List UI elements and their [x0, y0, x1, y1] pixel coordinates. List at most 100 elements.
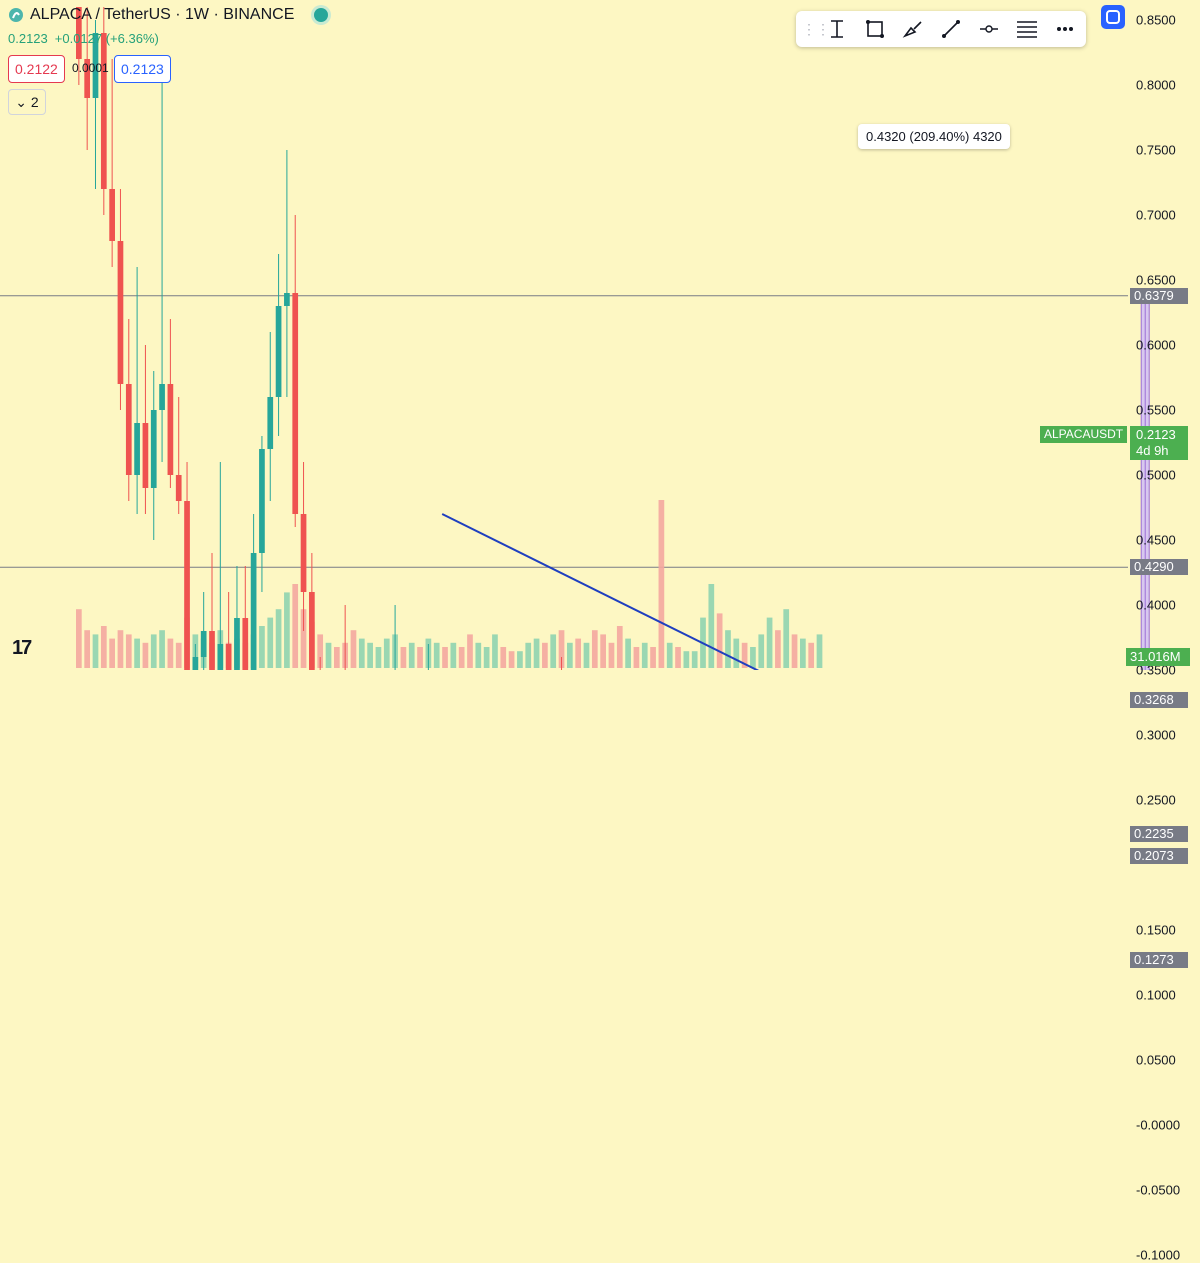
- candle-body: [267, 397, 274, 449]
- volume-bar: [134, 638, 140, 668]
- volume-bar: [175, 642, 182, 668]
- volume-bar: [458, 647, 465, 668]
- volume-bar: [433, 642, 440, 668]
- bar-countdown: 4d 9h: [1136, 443, 1169, 458]
- candle-body: [217, 644, 224, 670]
- price-chart[interactable]: [0, 0, 1200, 670]
- candle-body: [275, 306, 282, 397]
- volume-bar: [566, 642, 573, 668]
- volume-bar: [284, 592, 290, 668]
- measure-label: 0.4320 (209.40%) 4320: [858, 124, 1010, 149]
- axis-tick-label: 0.7000: [1136, 207, 1176, 223]
- axis-tick-label: 0.6500: [1136, 272, 1176, 288]
- volume-bar: [76, 609, 82, 668]
- candle-body: [92, 33, 99, 98]
- axis-tick-label: 0.2500: [1136, 792, 1176, 808]
- drawings[interactable]: [441, 294, 1200, 670]
- volume-bar: [608, 642, 615, 668]
- axis-tick-label: -0.0500: [1136, 1182, 1181, 1198]
- volume-bar: [733, 638, 740, 668]
- volume-bar: [625, 638, 631, 668]
- volume-bars: [76, 500, 823, 668]
- volume-bar: [92, 634, 99, 668]
- volume-bar: [492, 634, 498, 668]
- brush-icon[interactable]: [900, 16, 926, 42]
- trend-line-icon[interactable]: [938, 16, 964, 42]
- candle-body: [292, 293, 299, 514]
- volume-bar: [450, 642, 457, 668]
- buy-button[interactable]: 0.2123: [114, 55, 171, 83]
- candle-body: [142, 423, 149, 488]
- volume-bar: [300, 609, 307, 668]
- axis-tick-label: 0.8500: [1136, 12, 1176, 28]
- volume-bar: [758, 634, 765, 668]
- indicators-toggle-button[interactable]: ⌄ 2: [8, 89, 46, 115]
- candle-body: [284, 293, 290, 306]
- volume-bar: [84, 630, 91, 668]
- chevron-down-icon: ⌄: [15, 94, 28, 110]
- volume-bar: [658, 500, 665, 668]
- axis-tick-label: 0.6000: [1136, 337, 1176, 353]
- grip-icon[interactable]: ⋮⋮: [802, 20, 830, 37]
- volume-bar: [816, 634, 823, 668]
- volume-bar: [583, 642, 590, 668]
- candle-body: [117, 241, 124, 384]
- candles: [76, 7, 563, 670]
- volume-bar: [791, 634, 798, 668]
- volume-bar: [725, 630, 731, 668]
- volume-bar: [400, 647, 407, 668]
- symbol-line: ALPACA / TetherUS · 1W · BINANCE: [30, 6, 295, 23]
- text-cursor-icon[interactable]: [824, 16, 850, 42]
- volume-bar: [691, 651, 698, 668]
- volume-bar: [142, 642, 149, 668]
- candle-body: [76, 7, 82, 59]
- volume-bar: [333, 647, 340, 668]
- volume-bar: [475, 642, 482, 668]
- more-icon[interactable]: [1052, 16, 1078, 42]
- candle-body: [300, 514, 307, 592]
- candle-body: [125, 384, 132, 475]
- volume-bar: [417, 647, 423, 668]
- candle-body: [109, 189, 115, 241]
- volume-bar: [708, 584, 715, 668]
- axis-tick-label: -0.1000: [1136, 1247, 1181, 1263]
- volume-bar: [783, 609, 790, 668]
- price-change: +0.0127 (+6.36%): [54, 31, 159, 46]
- volume-bar: [292, 584, 299, 668]
- rectangle-icon[interactable]: [862, 16, 888, 42]
- volume-bar: [775, 630, 781, 668]
- axis-tick-label: 0.1500: [1136, 922, 1176, 938]
- horizontal-ray-icon[interactable]: [976, 16, 1002, 42]
- axis-tick-label: 0.5000: [1136, 467, 1176, 483]
- volume-bar: [750, 647, 756, 668]
- candle-body: [209, 631, 215, 670]
- volume-bar: [808, 642, 815, 668]
- volume-bar: [533, 638, 540, 668]
- volume-bar: [467, 634, 473, 668]
- volume-bar: [766, 617, 773, 668]
- trend-line: [441, 513, 760, 670]
- symbol-header: ALPACA / TetherUS · 1W · BINANCE: [8, 6, 329, 24]
- volume-bar: [159, 630, 165, 668]
- spread-value: 0.0001: [72, 61, 109, 75]
- candle-body: [200, 631, 207, 657]
- volume-bar: [500, 647, 507, 668]
- candle-body: [309, 592, 315, 670]
- quote-line: 0.2123 +0.0127 (+6.36%): [8, 31, 159, 46]
- candle-body: [167, 384, 174, 475]
- last-price: 0.2123: [8, 31, 48, 46]
- fullscreen-button[interactable]: [1101, 5, 1125, 29]
- drawing-toolbar[interactable]: ⋮⋮: [796, 11, 1086, 47]
- volume-bar: [442, 647, 448, 668]
- axis-tick-label: 0.3000: [1136, 727, 1176, 743]
- lines-icon[interactable]: [1014, 16, 1040, 42]
- sell-button[interactable]: 0.2122: [8, 55, 65, 83]
- candle-body: [134, 423, 140, 475]
- volume-bar: [325, 642, 332, 668]
- candle-body: [192, 657, 199, 670]
- current-price: 0.2123: [1136, 427, 1176, 442]
- axis-tick-label: 0.4500: [1136, 532, 1176, 548]
- volume-bar: [109, 638, 115, 668]
- volume-tag: 31.016M: [1126, 648, 1190, 666]
